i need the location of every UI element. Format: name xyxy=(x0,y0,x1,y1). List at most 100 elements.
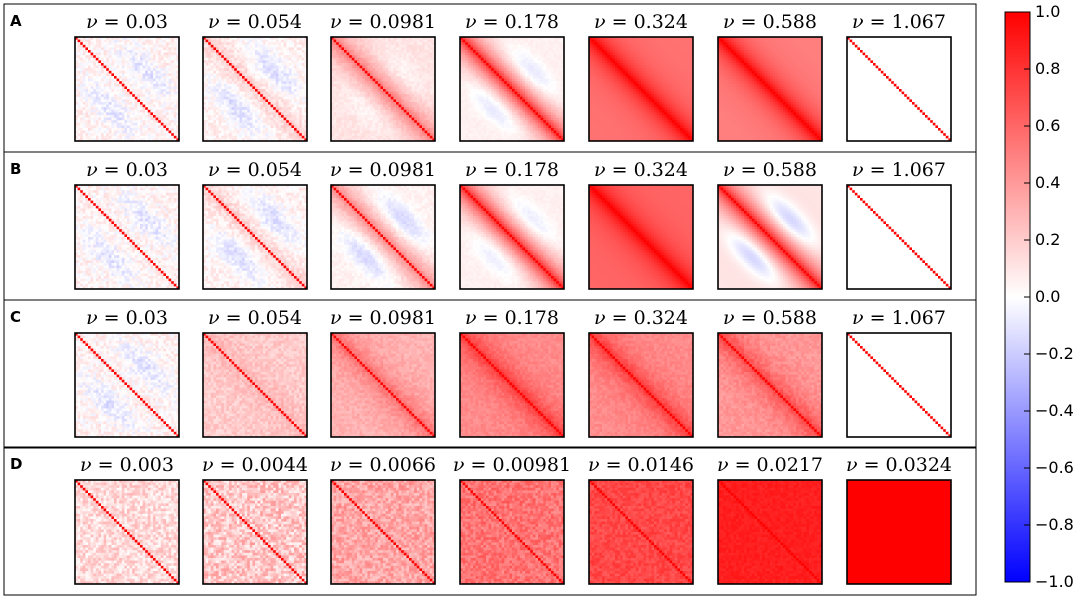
heatmap-pixels xyxy=(589,480,693,584)
matrix-cell: ν = 0.178 xyxy=(460,11,564,141)
nu-label: ν = 0.324 xyxy=(594,11,688,33)
nu-label: ν = 0.0066 xyxy=(330,454,436,476)
heatmap-pixels xyxy=(460,480,564,584)
nu-label: ν = 0.588 xyxy=(723,159,817,181)
panel-letter: A xyxy=(10,12,22,30)
heatmap-pixels xyxy=(718,333,822,437)
nu-label: ν = 0.054 xyxy=(208,11,302,33)
heatmap-pixels xyxy=(203,480,307,584)
heatmap-pixels xyxy=(589,333,693,437)
panel-letter: D xyxy=(10,455,22,473)
colorbar-tick-label: 0.4 xyxy=(1035,173,1060,192)
nu-label: ν = 0.178 xyxy=(465,11,559,33)
matrix-cell: ν = 0.324 xyxy=(589,307,693,437)
matrix-cell: ν = 0.0981 xyxy=(330,307,436,437)
nu-label: ν = 0.03 xyxy=(86,307,168,329)
matrix-cell: ν = 0.03 xyxy=(75,11,179,141)
heatmap-pixels xyxy=(460,333,564,437)
colorbar-tick-label: 1.0 xyxy=(1035,2,1060,21)
colorbar-ticks: 1.00.80.60.40.20.0−0.2−0.4−0.6−0.8−1.0 xyxy=(1024,2,1074,591)
colorbar-tick-label: −0.2 xyxy=(1035,344,1074,363)
matrix-cell: ν = 0.588 xyxy=(718,159,822,289)
matrix-cell: ν = 0.324 xyxy=(589,11,693,141)
colorbar-tick-label: −0.6 xyxy=(1035,458,1074,477)
heatmap-pixels xyxy=(331,37,435,141)
nu-label: ν = 0.054 xyxy=(208,159,302,181)
matrix-cell: ν = 1.067 xyxy=(847,11,951,141)
matrix-cell: ν = 0.0981 xyxy=(330,159,436,289)
colorbar-tick-label: 0.2 xyxy=(1035,230,1060,249)
matrix-cell: ν = 0.03 xyxy=(75,307,179,437)
heatmap-pixels xyxy=(203,185,307,289)
colorbar-tick-label: −0.4 xyxy=(1035,401,1074,420)
nu-label: ν = 0.588 xyxy=(723,11,817,33)
nu-label: ν = 0.00981 xyxy=(453,454,571,476)
nu-label: ν = 0.0324 xyxy=(846,454,952,476)
nu-label: ν = 0.03 xyxy=(86,159,168,181)
nu-label: ν = 0.003 xyxy=(80,454,174,476)
heatmap-pixels xyxy=(847,185,951,289)
heatmap-pixels xyxy=(847,37,951,141)
colorbar-tick-label: −0.8 xyxy=(1035,515,1074,534)
heatmap-pixels xyxy=(75,37,179,141)
matrix-cell: ν = 1.067 xyxy=(847,159,951,289)
nu-label: ν = 0.0044 xyxy=(202,454,308,476)
matrix-cell: ν = 0.054 xyxy=(203,11,307,141)
matrix-cell: ν = 0.0146 xyxy=(588,454,694,584)
nu-label: ν = 0.03 xyxy=(86,11,168,33)
nu-label: ν = 0.588 xyxy=(723,307,817,329)
heatmap-pixels xyxy=(75,185,179,289)
heatmap-pixels xyxy=(847,333,951,437)
nu-label: ν = 0.178 xyxy=(465,159,559,181)
heatmap-pixels xyxy=(331,185,435,289)
heatmap-pixels xyxy=(460,185,564,289)
heatmap-pixels xyxy=(589,185,693,289)
matrix-cell: ν = 0.0066 xyxy=(330,454,436,584)
matrix-cell: ν = 0.0044 xyxy=(202,454,308,584)
matrix-cell: ν = 0.0217 xyxy=(717,454,823,584)
nu-label: ν = 0.0981 xyxy=(330,11,436,33)
heatmap-pixels xyxy=(203,333,307,437)
nu-label: ν = 0.324 xyxy=(594,159,688,181)
nu-label: ν = 1.067 xyxy=(852,159,946,181)
matrix-cell: ν = 1.067 xyxy=(847,307,951,437)
heatmap-pixels xyxy=(75,333,179,437)
nu-label: ν = 0.054 xyxy=(208,307,302,329)
heatmap-pixels xyxy=(203,37,307,141)
matrix-cell: ν = 0.588 xyxy=(718,11,822,141)
matrix-cell: ν = 0.03 xyxy=(75,159,179,289)
heatmap-pixels xyxy=(718,480,822,584)
nu-label: ν = 0.324 xyxy=(594,307,688,329)
colorbar: 1.00.80.60.40.20.0−0.2−0.4−0.6−0.8−1.0 xyxy=(1005,2,1074,591)
matrix-cell: ν = 0.0324 xyxy=(846,454,952,584)
matrix-cell: ν = 0.0981 xyxy=(330,11,436,141)
nu-label: ν = 0.0146 xyxy=(588,454,694,476)
nu-label: ν = 0.0217 xyxy=(717,454,823,476)
heatmap-pixels xyxy=(847,480,951,584)
matrix-cell: ν = 0.588 xyxy=(718,307,822,437)
matrix-cell: ν = 0.324 xyxy=(589,159,693,289)
matrix-cell: ν = 0.003 xyxy=(75,454,179,584)
matrix-cell: ν = 0.054 xyxy=(203,307,307,437)
heatmap-pixels xyxy=(589,37,693,141)
nu-label: ν = 0.0981 xyxy=(330,307,436,329)
nu-label: ν = 1.067 xyxy=(852,307,946,329)
matrix-cell: ν = 0.178 xyxy=(460,159,564,289)
matrix-cell: ν = 0.054 xyxy=(203,159,307,289)
heatmap-pixels xyxy=(75,480,179,584)
heatmap-pixels xyxy=(460,37,564,141)
heatmap-pixels xyxy=(331,333,435,437)
heatmap-pixels xyxy=(718,37,822,141)
nu-label: ν = 0.178 xyxy=(465,307,559,329)
colorbar-tick-label: −1.0 xyxy=(1035,572,1074,591)
matrix-cell: ν = 0.178 xyxy=(460,307,564,437)
panel-letter: B xyxy=(10,160,21,178)
matrix-cell: ν = 0.00981 xyxy=(453,454,571,584)
nu-label: ν = 0.0981 xyxy=(330,159,436,181)
